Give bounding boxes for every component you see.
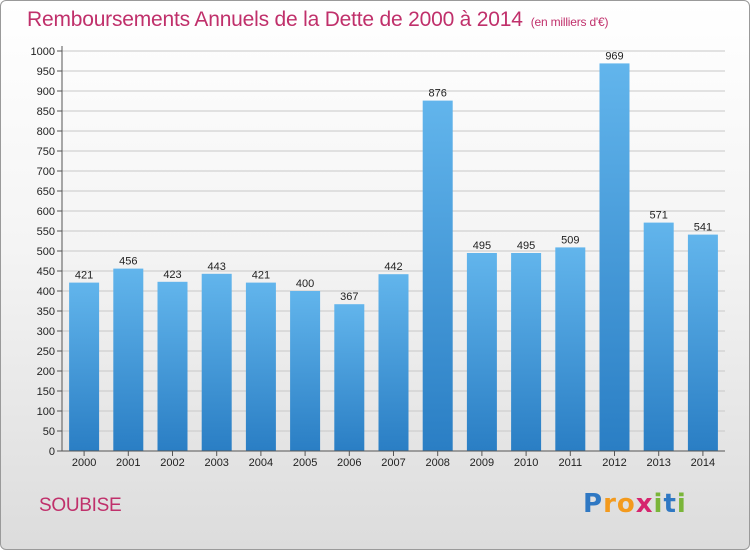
logo-letter: r (603, 489, 617, 519)
y-tick-label: 450 (37, 266, 55, 278)
y-tick-label: 950 (37, 66, 55, 78)
x-tick-label: 2006 (337, 457, 361, 469)
bars: 421 456 423 443 421 400 367 442 876 495 495 509 969 5… (69, 50, 718, 452)
x-tick-label: 2011 (558, 457, 582, 469)
y-tick-label: 500 (37, 246, 55, 258)
y-axis: 0 50 100 150 200 250 300 350 400 450 500 550 600 650 7… (31, 46, 55, 458)
y-tick-label: 400 (37, 286, 55, 298)
y-tick-label: 700 (37, 166, 55, 178)
x-tick-label: 2010 (514, 457, 538, 469)
y-tick-label: 800 (37, 126, 55, 138)
x-tick-label: 2004 (249, 457, 273, 469)
x-tick-label: 2003 (204, 457, 228, 469)
bar-2010[interactable] (511, 253, 542, 451)
data-label: 509 (561, 234, 579, 246)
data-label: 571 (650, 210, 668, 222)
bar-2006[interactable] (334, 304, 365, 451)
bar-2003[interactable] (201, 273, 232, 451)
data-label: 421 (75, 270, 93, 282)
data-label: 969 (605, 50, 623, 62)
y-tick-label: 200 (37, 366, 55, 378)
data-label: 456 (119, 256, 137, 268)
data-label: 442 (384, 261, 402, 273)
x-tick-label: 2007 (381, 457, 405, 469)
logo-letter: o (616, 489, 636, 519)
logo-letter: t (663, 489, 677, 519)
bar-2012[interactable] (599, 63, 630, 452)
x-axis: 2000 2001 2002 2003 2004 2005 2006 2007 2008 2009… (72, 451, 715, 469)
y-tick-label: 350 (37, 306, 55, 318)
y-tick-label: 100 (37, 406, 55, 418)
x-tick-label: 2012 (602, 457, 626, 469)
data-label: 876 (429, 88, 447, 100)
bar-2014[interactable] (687, 234, 718, 451)
bar-2002[interactable] (157, 281, 188, 451)
y-tick-label: 50 (43, 426, 55, 438)
x-tick-label: 2001 (116, 457, 140, 469)
bar-2013[interactable] (643, 222, 674, 451)
data-label: 367 (340, 291, 358, 303)
y-tick-label: 550 (37, 226, 55, 238)
x-tick-label: 2005 (293, 457, 317, 469)
y-tick-label: 150 (37, 386, 55, 398)
bar-2009[interactable] (466, 253, 497, 451)
proxiti-logo[interactable]: Proxiti (583, 489, 687, 519)
bar-2000[interactable] (69, 282, 100, 451)
logo-letter: x (635, 489, 654, 519)
y-tick-label: 750 (37, 146, 55, 158)
bar-2004[interactable] (245, 282, 276, 451)
x-tick-label: 2002 (160, 457, 184, 469)
city-name: SOUBISE (39, 495, 122, 516)
data-label: 495 (473, 240, 491, 252)
logo-letter: P (583, 489, 604, 519)
axis-lines (57, 46, 725, 452)
y-tick-label: 900 (37, 86, 55, 98)
chart-title: Remboursements Annuels de la Dette de 20… (27, 8, 608, 32)
y-tick-label: 300 (37, 326, 55, 338)
logo-letter: i (676, 489, 687, 519)
data-label: 443 (208, 261, 226, 273)
bar-2001[interactable] (113, 268, 144, 451)
y-tick-label: 250 (37, 346, 55, 358)
x-tick-label: 2014 (691, 457, 715, 469)
bar-2007[interactable] (378, 274, 409, 451)
data-label: 400 (296, 278, 314, 290)
data-label: 541 (694, 222, 712, 234)
x-tick-label: 2008 (425, 457, 449, 469)
y-tick-label: 0 (49, 446, 55, 458)
y-tick-label: 850 (37, 106, 55, 118)
bar-2011[interactable] (555, 247, 586, 451)
y-tick-label: 650 (37, 186, 55, 198)
bar-2005[interactable] (290, 291, 321, 451)
y-tick-label: 600 (37, 206, 55, 218)
x-tick-label: 2013 (646, 457, 670, 469)
x-tick-label: 2009 (470, 457, 494, 469)
data-label: 423 (163, 269, 181, 281)
x-tick-label: 2000 (72, 457, 96, 469)
data-label: 495 (517, 240, 535, 252)
logo-letter: i (653, 489, 664, 519)
chart-subtitle: (en milliers d'€) (530, 15, 609, 29)
data-label: 421 (252, 270, 270, 282)
bar-2008[interactable] (422, 100, 453, 451)
y-tick-label: 1000 (31, 46, 55, 58)
chart-title-text: Remboursements Annuels de la Dette de 20… (27, 8, 523, 31)
